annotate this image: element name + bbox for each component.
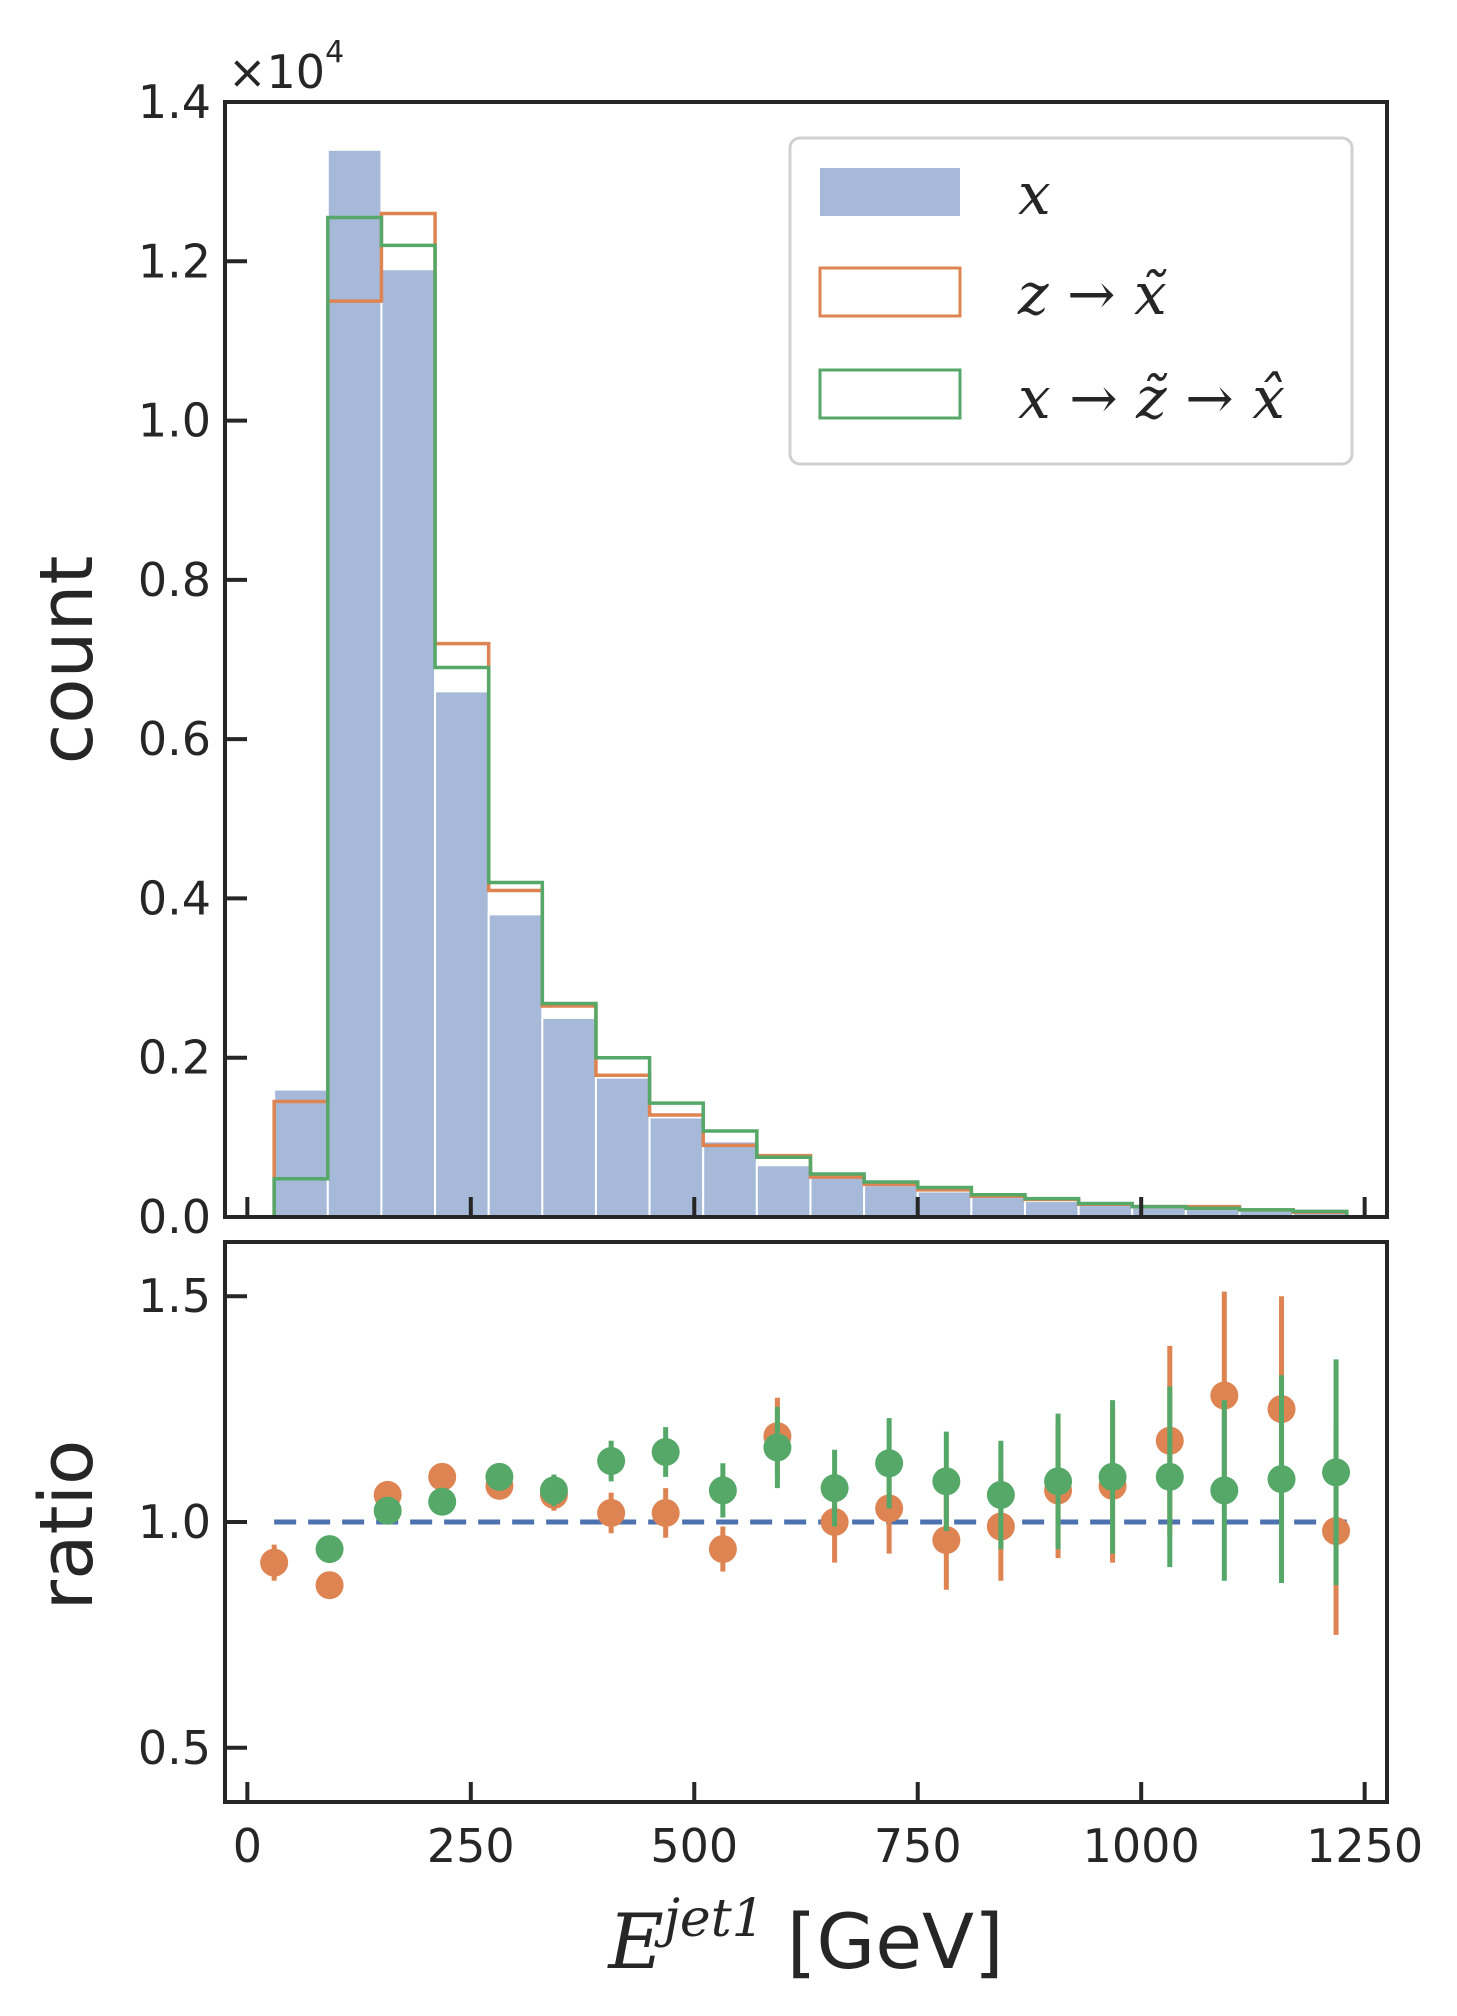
- legend-label-x: x: [1018, 160, 1051, 228]
- legend-swatch-x: [820, 168, 960, 216]
- histogram-bar: [541, 1016, 597, 1219]
- histogram-panel: 0.0 0.2 0.4 0.6 0.8 1.0 1.2 1.4 ×104 count x z …: [24, 35, 1389, 1244]
- ratio-point-x-to-ztilde-to-xhat: [1210, 1476, 1239, 1505]
- ratio-x-ticks: 0 250 500 750 1000 1250: [233, 1782, 1423, 1873]
- ratio-y-ticks: 0.5 1.0 1.5: [138, 1269, 247, 1775]
- legend-swatch-z-to-xtilde: [818, 266, 962, 318]
- legend: x z → x̃ x → z̃ → x̂: [788, 136, 1354, 466]
- ratio-point-z-to-xtilde: [651, 1498, 680, 1527]
- histogram-y-ticks: 0.0 0.2 0.4 0.6 0.8 1.0 1.2 1.4: [138, 75, 247, 1244]
- histogram-bar: [594, 1076, 651, 1218]
- y-tick-label: 1.2: [138, 234, 211, 288]
- ratio-panel: 0.5 1.0 1.5 0 250 500 750 1000 1250 ratio Ejet1…: [24, 1240, 1423, 1986]
- ratio-point-z-to-xtilde: [1210, 1381, 1239, 1410]
- legend-box: [788, 136, 1354, 466]
- ratio-point-x-to-ztilde-to-xhat: [597, 1447, 626, 1476]
- ratio-point-z-to-xtilde: [708, 1535, 737, 1564]
- ratio-point-x-to-ztilde-to-xhat: [539, 1476, 568, 1505]
- ratio-point-x-to-ztilde-to-xhat: [820, 1474, 849, 1503]
- x-tick-label: 250: [427, 1819, 515, 1873]
- ratio-points: [260, 1291, 1351, 1635]
- ratio-point-x-to-ztilde-to-xhat: [1267, 1465, 1296, 1494]
- histogram-bar: [755, 1164, 812, 1219]
- legend-swatch-x-to-ztilde-to-xhat: [818, 368, 962, 420]
- histogram-bar: [273, 1088, 329, 1218]
- y-axis-title-count: count: [24, 556, 110, 765]
- ratio-point-z-to-xtilde: [428, 1462, 457, 1491]
- ratio-y-tick-label: 1.0: [138, 1495, 211, 1549]
- legend-label-z-to-xtilde: z → x̃: [1017, 260, 1167, 328]
- ratio-point-x-to-ztilde-to-xhat: [1155, 1462, 1184, 1491]
- histogram-bar: [434, 690, 490, 1218]
- y-tick-label: 1.0: [138, 394, 211, 448]
- x-tick-label: 500: [650, 1819, 738, 1873]
- histogram-x-ticks: [245, 1197, 1367, 1217]
- ratio-point-x-to-ztilde-to-xhat: [373, 1496, 402, 1525]
- y-tick-label: 0.6: [138, 712, 211, 766]
- y-tick-label: 0.2: [138, 1031, 211, 1085]
- ratio-point-x-to-ztilde-to-xhat: [1098, 1462, 1127, 1491]
- ratio-point-z-to-xtilde: [597, 1498, 626, 1527]
- ratio-point-z-to-xtilde: [932, 1526, 961, 1555]
- histogram-bar: [863, 1184, 919, 1218]
- histogram-bar: [1023, 1200, 1080, 1218]
- x-tick-label: 1250: [1306, 1819, 1423, 1873]
- ratio-frame: [223, 1240, 1389, 1804]
- y-tick-label: 0.4: [138, 871, 211, 925]
- ratio-point-z-to-xtilde: [260, 1548, 289, 1577]
- ratio-y-tick-label: 1.5: [138, 1269, 211, 1323]
- ratio-point-x-to-ztilde-to-xhat: [708, 1476, 737, 1505]
- histogram-bar: [326, 148, 383, 1218]
- ratio-point-x-to-ztilde-to-xhat: [315, 1535, 344, 1564]
- histogram-frame: [223, 100, 1389, 1219]
- ratio-point-x-to-ztilde-to-xhat: [428, 1487, 457, 1516]
- ratio-point-x-to-ztilde-to-xhat: [875, 1449, 904, 1478]
- histogram-bar: [487, 913, 544, 1218]
- ratio-y-tick-label: 0.5: [138, 1721, 211, 1775]
- x-tick-label: 1000: [1083, 1819, 1200, 1873]
- histogram-bar: [702, 1140, 758, 1218]
- y-tick-label: 0.0: [138, 1190, 211, 1244]
- y-axis-title-ratio: ratio: [24, 1440, 110, 1611]
- step-series-x-to-ztilde-to-xhat: [272, 215, 1349, 1217]
- x-axis-title: Ejet1 [GeV]: [606, 1889, 1003, 1986]
- ratio-point-x-to-ztilde-to-xhat: [763, 1433, 792, 1462]
- y-tick-label: 0.8: [138, 553, 211, 607]
- ratio-point-x-to-ztilde-to-xhat: [932, 1467, 961, 1496]
- x-tick-label: 0: [233, 1819, 262, 1873]
- histogram-bar: [916, 1190, 973, 1218]
- histogram-bar: [970, 1196, 1026, 1218]
- histogram-bar: [380, 268, 437, 1218]
- legend-label-x-to-ztilde-to-xhat: x → z̃ → x̂: [1018, 364, 1285, 432]
- ratio-point-x-to-ztilde-to-xhat: [1322, 1458, 1351, 1487]
- x-tick-label: 750: [874, 1819, 962, 1873]
- histogram-bar: [809, 1176, 866, 1219]
- histogram-steps: [272, 211, 1349, 1217]
- ratio-point-x-to-ztilde-to-xhat: [651, 1438, 680, 1466]
- ratio-point-x-to-ztilde-to-xhat: [986, 1480, 1015, 1509]
- histogram-bars: [273, 148, 1348, 1219]
- ratio-point-x-to-ztilde-to-xhat: [485, 1462, 514, 1491]
- y-multiplier: ×104: [228, 35, 344, 99]
- y-tick-label: 1.4: [138, 75, 211, 129]
- ratio-point-x-to-ztilde-to-xhat: [1044, 1467, 1073, 1496]
- ratio-point-z-to-xtilde: [315, 1571, 344, 1600]
